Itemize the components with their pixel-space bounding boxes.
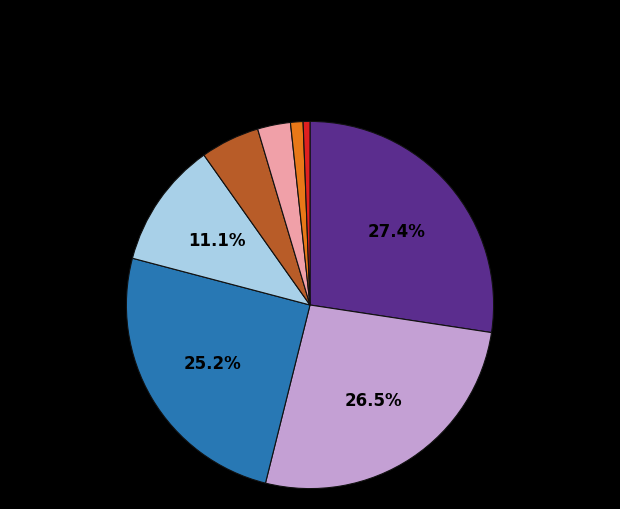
Wedge shape xyxy=(290,122,310,305)
Wedge shape xyxy=(126,259,310,483)
Wedge shape xyxy=(265,305,492,489)
Text: 25.2%: 25.2% xyxy=(183,354,241,372)
Wedge shape xyxy=(303,122,310,305)
Text: 11.1%: 11.1% xyxy=(188,232,245,249)
Text: 26.5%: 26.5% xyxy=(344,391,402,409)
Wedge shape xyxy=(310,122,494,333)
Wedge shape xyxy=(258,123,310,305)
Text: 27.4%: 27.4% xyxy=(368,222,425,240)
Wedge shape xyxy=(204,130,310,305)
Wedge shape xyxy=(133,156,310,305)
